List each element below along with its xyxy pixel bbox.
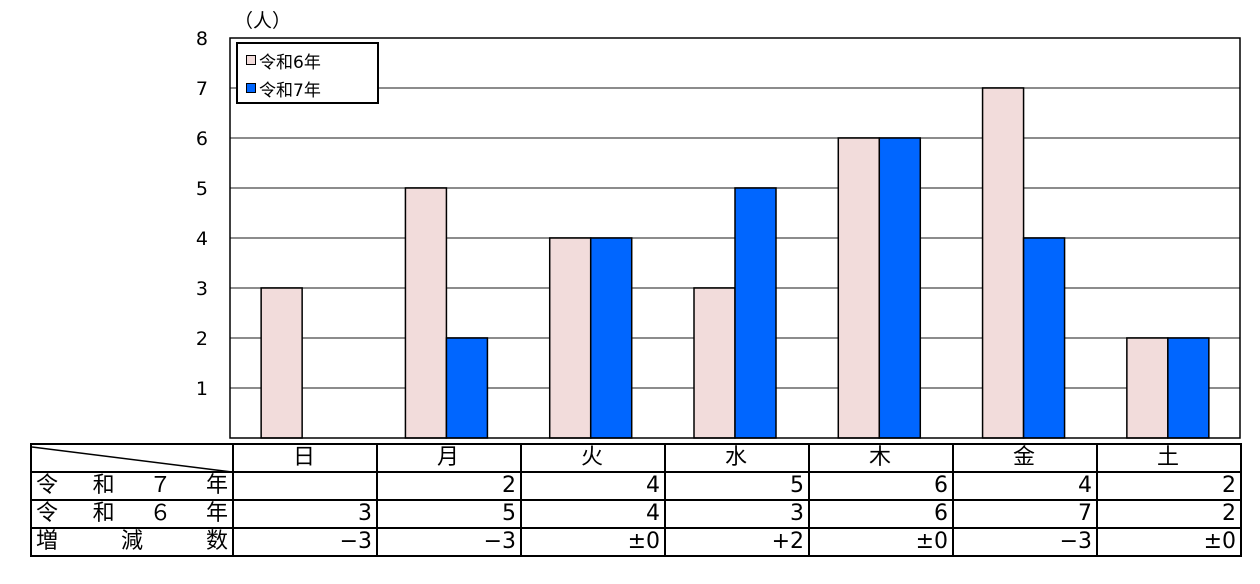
table-cell: ±0 [1096, 527, 1242, 557]
bar-r7-3 [734, 187, 777, 439]
bar-r6-5 [981, 87, 1025, 439]
bar-r7-1 [445, 337, 489, 439]
y-tick-label: 4 [196, 228, 208, 250]
plot-area-frame [229, 37, 1241, 439]
table-cell: 4 [952, 471, 1098, 501]
y-tick-label: 5 [196, 178, 208, 200]
legend-item-r6: 令和6年 [246, 49, 321, 73]
table-cell: +2 [664, 527, 810, 557]
table-row-label: 増減数 [30, 527, 234, 557]
bar-r6-0 [260, 287, 303, 439]
bars [260, 87, 1210, 439]
table-cell: 4 [520, 471, 666, 501]
bar-r7-6 [1167, 337, 1210, 439]
table-header-sun: 日 [232, 443, 378, 473]
table-cell: 7 [952, 499, 1098, 529]
table-row-r7: 令和７年 2 4 5 6 4 2 [30, 471, 1242, 501]
y-tick-label: 2 [196, 328, 208, 350]
table-header-mon: 月 [376, 443, 522, 473]
legend-label-r6: 令和6年 [259, 52, 321, 73]
table-header-wed: 水 [664, 443, 810, 473]
table-cell: 3 [664, 499, 810, 529]
bar-r7-5 [1022, 237, 1066, 439]
bar-r6-3 [693, 287, 736, 439]
corner-diagonal-line [33, 446, 223, 470]
table-cell: ±0 [808, 527, 954, 557]
legend-swatch-r7 [246, 83, 256, 93]
table-cell: ±0 [520, 527, 666, 557]
table-header-tue: 火 [520, 443, 666, 473]
y-axis-ticks: 1 2 3 4 5 6 7 8 [196, 28, 208, 400]
y-tick-label: 8 [196, 28, 208, 50]
table-cell: −3 [232, 527, 378, 557]
table-row-label: 令和７年 [30, 471, 234, 501]
table-header-thu: 木 [808, 443, 954, 473]
table-cell: 4 [520, 499, 666, 529]
table-cell: 6 [808, 499, 954, 529]
y-tick-label: 7 [196, 78, 208, 100]
table-cell: −3 [952, 527, 1098, 557]
table-cell: 3 [232, 499, 378, 529]
bar-chart: 1 2 3 4 5 6 7 8 [196, 28, 1241, 439]
table-row-label: 令和６年 [30, 499, 234, 529]
y-tick-label: 1 [196, 378, 208, 400]
y-tick-label: 3 [196, 278, 208, 300]
bar-r6-4 [837, 137, 881, 439]
table-cell: 5 [664, 471, 810, 501]
y-tick-label: 6 [196, 128, 208, 150]
table-row-change: 増減数 −3 −3 ±0 +2 ±0 −3 ±0 [30, 527, 1242, 557]
y-axis-unit-label: （人） [234, 10, 292, 32]
table-header-row: 日 月 火 水 木 金 土 [30, 443, 1242, 473]
table-cell: 2 [1096, 499, 1242, 529]
legend-swatch-r6 [246, 55, 256, 65]
table-header-fri: 金 [952, 443, 1098, 473]
table-cell: 5 [376, 499, 522, 529]
table-corner-cell [30, 443, 234, 473]
data-table: 日 月 火 水 木 金 土 令和７年 2 4 5 6 4 2 令和６年 3 5 … [30, 443, 1242, 557]
table-cell: 2 [1096, 471, 1242, 501]
bar-r6-2 [548, 237, 592, 439]
legend-label-r7: 令和7年 [259, 80, 321, 101]
legend: 令和6年 令和7年 [236, 42, 379, 104]
table-row-r6: 令和６年 3 5 4 3 6 7 2 [30, 499, 1242, 529]
bar-r7-2 [589, 237, 633, 439]
table-cell [232, 471, 378, 501]
table-cell: −3 [376, 527, 522, 557]
bar-r7-4 [878, 137, 922, 439]
table-cell: 2 [376, 471, 522, 501]
bar-r6-6 [1126, 337, 1169, 439]
bar-r6-1 [404, 187, 448, 439]
table-header-sat: 土 [1096, 443, 1242, 473]
legend-item-r7: 令和7年 [246, 77, 321, 101]
table-cell: 6 [808, 471, 954, 501]
